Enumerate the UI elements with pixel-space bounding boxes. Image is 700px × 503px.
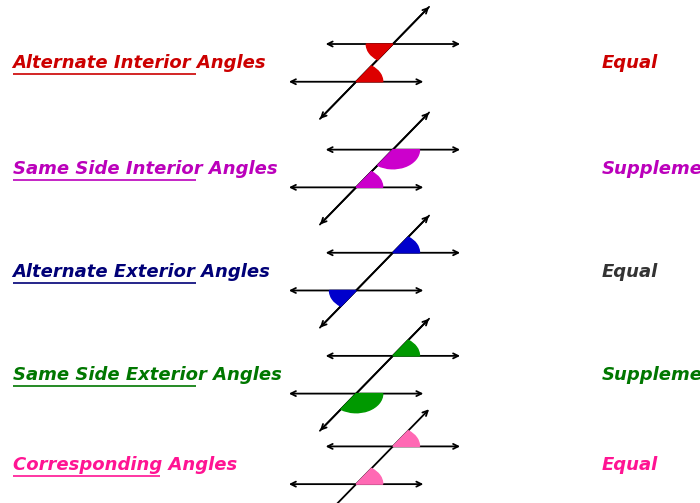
Wedge shape xyxy=(356,66,383,82)
Wedge shape xyxy=(377,150,419,169)
Wedge shape xyxy=(393,340,419,356)
Text: Equal: Equal xyxy=(602,456,658,474)
Wedge shape xyxy=(330,291,356,306)
Text: Supplementary: Supplementary xyxy=(602,159,700,178)
Wedge shape xyxy=(356,172,383,187)
Text: Corresponding Angles: Corresponding Angles xyxy=(13,456,237,474)
Text: Equal: Equal xyxy=(602,54,658,72)
Wedge shape xyxy=(393,237,419,253)
Wedge shape xyxy=(366,44,393,60)
Text: Alternate Interior Angles: Alternate Interior Angles xyxy=(13,54,266,72)
Text: Equal: Equal xyxy=(602,263,658,281)
Wedge shape xyxy=(341,393,383,412)
Text: Alternate Exterior Angles: Alternate Exterior Angles xyxy=(13,263,270,281)
Text: Same Side Interior Angles: Same Side Interior Angles xyxy=(13,159,277,178)
Wedge shape xyxy=(393,431,419,447)
Wedge shape xyxy=(356,468,383,484)
Text: Same Side Exterior Angles: Same Side Exterior Angles xyxy=(13,366,281,384)
Text: Supplementary: Supplementary xyxy=(602,366,700,384)
